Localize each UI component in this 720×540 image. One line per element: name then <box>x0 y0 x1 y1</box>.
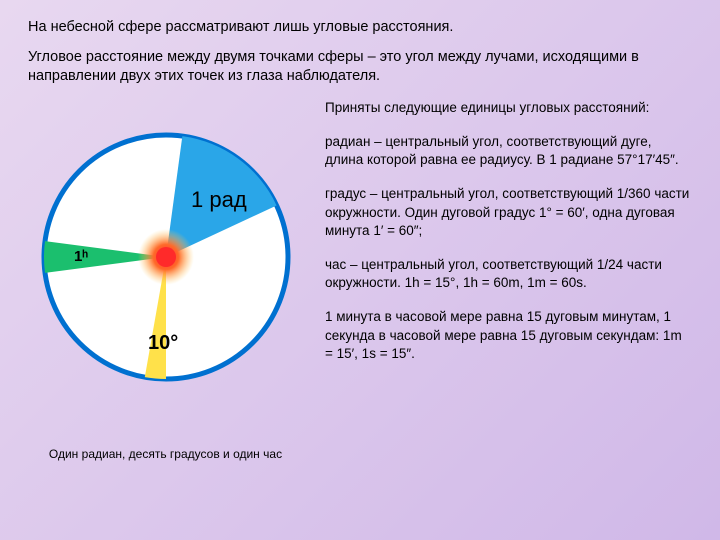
para-hour: час – центральный угол, соответствующий … <box>325 256 692 292</box>
angle-diagram: 1 рад 1ʰ 10° <box>36 127 296 387</box>
para-degree: градус – центральный угол, соответствующ… <box>325 185 692 240</box>
intro-line-1: На небесной сфере рассматривают лишь угл… <box>28 18 692 38</box>
right-column: Приняты следующие единицы угловых рассто… <box>325 99 692 461</box>
content-row: 1 рад 1ʰ 10° Один радиан, десять градусо… <box>28 99 692 461</box>
para-units-intro: Приняты следующие единицы угловых рассто… <box>325 99 692 117</box>
para-minute: 1 минута в часовой мере равна 15 дуговым… <box>325 308 692 363</box>
para-radian: радиан – центральный угол, соответствующ… <box>325 133 692 169</box>
radian-label: 1 рад <box>191 187 247 212</box>
left-column: 1 рад 1ʰ 10° Один радиан, десять градусо… <box>28 99 303 461</box>
hour-label: 1ʰ <box>74 248 88 265</box>
center-core <box>156 247 176 267</box>
diagram-caption: Один радиан, десять градусов и один час <box>49 447 282 461</box>
degree-label: 10° <box>148 332 178 354</box>
intro-line-2: Угловое расстояние между двумя точками с… <box>28 48 692 87</box>
